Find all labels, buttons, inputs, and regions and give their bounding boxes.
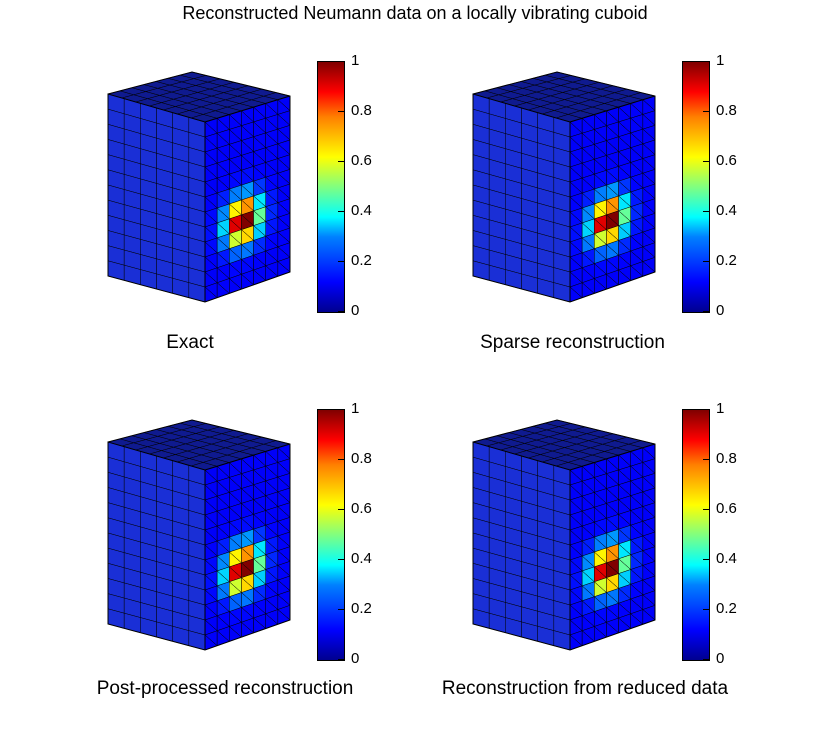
colorbar-tick-label: 0 [351,650,360,667]
figure-title: Reconstructed Neumann data on a locally … [182,3,648,23]
colorbar-tickmark [338,261,344,262]
colorbar-tick-label: 0.8 [351,450,372,467]
cuboid-outline [472,71,656,303]
colorbar-tick-label: 0.8 [716,102,737,119]
colorbar-tickmark [703,111,709,112]
panel-sparse: 0 0.2 0.4 0.6 0.8 1 Sparse reconstruction [465,50,830,380]
colorbar-tickmark [338,609,344,610]
colorbar [682,409,710,661]
colorbar-tick-label: 1 [716,52,725,69]
panel-post-processed: 0 0.2 0.4 0.6 0.8 1 Post-processed reconstruc… [97,398,480,728]
colorbar-tick-label: 0.2 [351,600,372,617]
colorbar-tick-label: 0.8 [716,450,737,467]
panel-caption: Exact [166,332,214,353]
colorbar [682,61,710,313]
colorbar-tick-label: 0 [716,650,725,667]
panel-caption: Post-processed reconstruction [96,678,354,699]
colorbar-tick-label: 0.6 [716,152,737,169]
colorbar-tick-label: 0.2 [716,600,737,617]
colorbar-tick-label: 0.2 [716,252,737,269]
colorbar-tickmark [703,559,709,560]
panel-caption: Sparse reconstruction [480,332,665,353]
colorbar-tickmark [703,211,709,212]
colorbar-tickmark [703,659,709,660]
colorbar-tickmark [703,509,709,510]
colorbar-tickmark [703,261,709,262]
colorbar-tick-label: 0.6 [716,500,737,517]
colorbar-tick-label: 1 [351,400,360,417]
colorbar-tick-label: 0.2 [351,252,372,269]
cuboid-outline [107,419,291,651]
colorbar-tickmark [703,161,709,162]
colorbar-tickmark [703,609,709,610]
cuboid-outline [107,71,291,303]
colorbar-tick-label: 1 [351,52,360,69]
colorbar-tick-label: 0 [351,302,360,319]
colorbar-tick-label: 0.6 [351,500,372,517]
colorbar-tick-label: 0.4 [716,550,737,567]
colorbar-tick-label: 0.8 [351,102,372,119]
colorbar-tickmark [703,61,709,62]
colorbar-tick-label: 0.4 [351,202,372,219]
colorbar-tickmark [338,161,344,162]
cuboid-plot [472,71,656,303]
colorbar-tickmark [338,559,344,560]
colorbar-tickmark [338,111,344,112]
panel-reduced-data: 0 0.2 0.4 0.6 0.8 1 Reconstruction from reduc… [442,398,830,728]
colorbar-tickmark [338,409,344,410]
cuboid-plot [107,71,291,303]
colorbar [317,61,345,313]
cuboid-plot [107,419,291,651]
colorbar-tickmark [338,311,344,312]
colorbar-tick-label: 1 [716,400,725,417]
colorbar-tick-label: 0 [716,302,725,319]
cuboid-plot [472,419,656,651]
panel-caption: Reconstruction from reduced data [441,678,729,699]
colorbar-tickmark [703,311,709,312]
colorbar-tick-label: 0.4 [716,202,737,219]
cuboid-outline [472,419,656,651]
colorbar-tick-label: 0.4 [351,550,372,567]
panel-exact: 0 0.2 0.4 0.6 0.8 1 Exact [100,50,480,380]
colorbar [317,409,345,661]
colorbar-tickmark [338,509,344,510]
colorbar-tick-label: 0.6 [351,152,372,169]
colorbar-tickmark [338,211,344,212]
colorbar-tickmark [703,409,709,410]
colorbar-tickmark [338,459,344,460]
colorbar-tickmark [338,659,344,660]
colorbar-tickmark [703,459,709,460]
colorbar-tickmark [338,61,344,62]
